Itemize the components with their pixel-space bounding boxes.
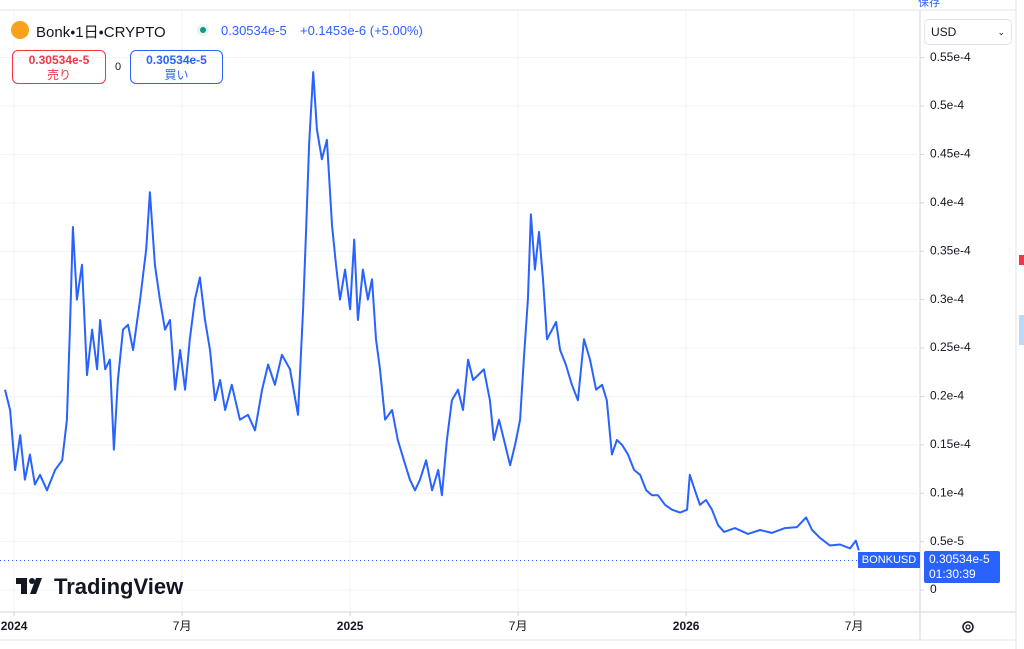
logo-shape [16,578,27,594]
change: +0.1453e-6 (+5.00%) [300,23,423,38]
gear[interactable] [962,621,974,633]
y-tick-label: 0.4e-4 [930,195,964,209]
logo-mark [16,578,42,594]
coin-icon [11,21,29,39]
y-tick-label: 0.45e-4 [930,147,971,161]
buy-price[interactable]: 0.30534e-5 [146,53,207,67]
y-tick-label: 0.35e-4 [930,243,971,257]
gear[interactable] [965,624,971,630]
y-tick-label: 0.25e-4 [930,340,971,354]
buy-label[interactable]: 買い [164,68,189,82]
y-tick-label: 0.5e-4 [930,98,964,112]
y-tick-label: 0.2e-4 [930,389,964,403]
y-tick-label: 0.3e-4 [930,292,964,306]
save[interactable]: 保存 [918,0,940,9]
spread: 0 [115,61,122,73]
x-tick-label: 7月 [845,619,864,633]
grid [0,10,920,612]
x-tick-label: 2026 [673,619,700,633]
currency-select[interactable]: USD ⌄ [924,19,1012,45]
last-price-badge: 0.30534e-5 01:30:39 [924,551,1000,583]
side-marker [1019,255,1024,265]
countdown: 01:30:39 [929,567,976,581]
sell-button[interactable]: 0.30534e-5 売り [12,50,106,84]
price-line [4,71,860,551]
logo-text: TradingView [54,574,184,599]
axes: 0 0.5e-5 0.1e-4 0.15e-4 0.2e-4 0.25e-4 0.3e-4 0… [1,50,971,633]
ticker-label: BONKUSD [858,552,920,568]
currency[interactable]: USD [931,25,957,39]
x-tick-label: 2024 [1,619,28,633]
x-tick-label: 7月 [509,619,528,633]
y-tick-label: 0.1e-4 [930,485,964,499]
y-tick-label: 0 [930,582,937,596]
side-marker [1019,315,1024,345]
symbol[interactable]: Bonk・1日・CRYPTO [36,24,166,41]
sell-label[interactable]: 売り [46,68,71,82]
y-tick-label: 0.15e-4 [930,437,971,451]
status-ring [197,24,209,36]
logo-shape [30,578,42,594]
caret[interactable]: ⌄ [997,27,1005,37]
logo-shape [29,578,35,584]
x-tick-label: 7月 [173,619,192,633]
y-tick-label: 0.5e-5 [930,534,964,548]
settings-icon[interactable] [962,621,974,633]
price: 0.30534e-5 [221,23,287,38]
buy-button[interactable]: 0.30534e-5 買い [130,50,223,84]
y-tick-label: 0.55e-4 [930,50,971,64]
last-price-label: 0.30534e-5 [929,552,990,566]
x-tick-label: 2025 [337,619,364,633]
sell-price[interactable]: 0.30534e-5 [28,53,90,67]
plot [0,71,920,561]
status-dot [200,27,206,33]
